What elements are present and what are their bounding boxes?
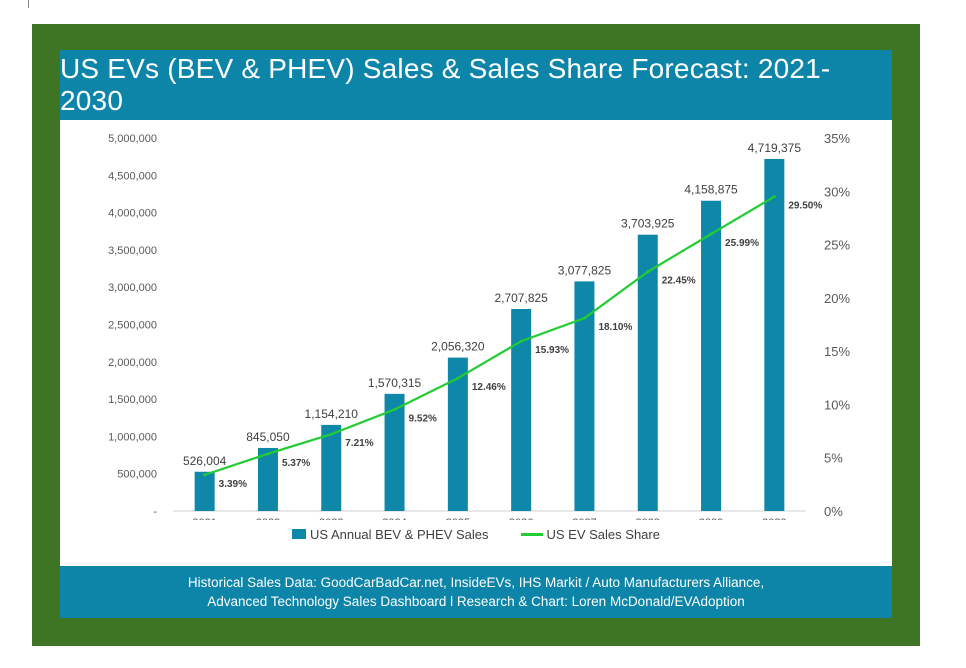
source-footer: Historical Sales Data: GoodCarBadCar.net… (60, 566, 892, 618)
share-value-label: 25.99% (725, 238, 759, 249)
bar-value-label: 845,050 (246, 430, 290, 444)
bar (257, 447, 278, 511)
legend-label-sales: US Annual BEV & PHEV Sales (310, 526, 489, 542)
y-left-tick-label: 3,500,000 (108, 245, 157, 257)
footer-line-1: Historical Sales Data: GoodCarBadCar.net… (187, 575, 765, 590)
legend-label-share: US EV Sales Share (546, 526, 660, 542)
y-right-tick-label: 30% (824, 184, 850, 199)
y-left-tick-label: 3,000,000 (108, 282, 157, 294)
x-tick-label: 2030 (762, 517, 786, 520)
share-point (646, 270, 650, 274)
bar-value-label: 4,719,375 (748, 141, 802, 155)
y-right-tick-label: 10% (824, 397, 850, 412)
y-left-tick-label: 1,000,000 (108, 431, 157, 443)
legend-swatch-bar (292, 529, 307, 539)
share-value-label: 9.52% (409, 414, 437, 425)
bar-value-label: 1,570,315 (368, 376, 422, 390)
bar-value-label: 3,703,925 (621, 217, 675, 231)
share-value-label: 7.21% (345, 438, 373, 449)
x-tick-label: 2025 (446, 517, 470, 520)
share-point (519, 339, 523, 343)
y-right-tick-label: 5% (824, 451, 843, 466)
bar (194, 471, 215, 511)
bar (511, 308, 532, 511)
share-value-label: 15.93% (535, 345, 569, 356)
share-point (393, 408, 397, 412)
share-value-label: 22.45% (662, 276, 696, 287)
share-line (204, 195, 775, 476)
y-left-tick-label: 1,500,000 (108, 394, 157, 406)
share-point (582, 316, 586, 320)
share-point (772, 195, 776, 199)
bar (574, 281, 595, 511)
bar-value-label: 4,158,875 (684, 183, 738, 197)
corner-tick-mark (28, 0, 29, 8)
share-point (329, 432, 333, 436)
x-tick-label: 2022 (256, 517, 280, 520)
bar (447, 357, 468, 511)
y-right-tick-label: 0% (824, 504, 843, 519)
legend: US Annual BEV & PHEV Sales US EV Sales S… (60, 520, 892, 548)
y-left-tick-label: 2,500,000 (108, 320, 157, 332)
bar (321, 424, 342, 511)
chart-panel: US EVs (BEV & PHEV) Sales & Sales Share … (60, 50, 892, 618)
y-right-tick-label: 25% (824, 238, 850, 253)
legend-item-share: US EV Sales Share (520, 526, 660, 542)
x-tick-label: 2028 (636, 517, 660, 520)
y-left-tick-label: 5,000,000 (108, 133, 157, 145)
x-tick-label: 2027 (572, 517, 596, 520)
bar-value-label: 526,004 (183, 454, 227, 468)
y-right-tick-label: 15% (824, 344, 850, 359)
chart-title: US EVs (BEV & PHEV) Sales & Sales Share … (60, 53, 831, 116)
y-left-tick-label: 4,500,000 (108, 170, 157, 182)
y-right-tick-label: 20% (824, 291, 850, 306)
share-value-label: 18.10% (598, 322, 632, 333)
y-left-tick-label: 2,000,000 (108, 357, 157, 369)
bar-value-label: 3,077,825 (558, 263, 612, 277)
share-value-label: 29.50% (788, 201, 822, 212)
bar (637, 234, 658, 511)
legend-item-sales: US Annual BEV & PHEV Sales (292, 526, 489, 542)
x-tick-label: 2021 (192, 517, 216, 520)
y-right-tick-label: 35% (824, 131, 850, 146)
x-tick-label: 2026 (509, 517, 533, 520)
bar (701, 200, 722, 511)
share-point (456, 376, 460, 380)
y-left-tick-label: - (153, 506, 157, 518)
legend-swatch-line (520, 532, 543, 536)
x-tick-label: 2029 (699, 517, 723, 520)
x-tick-label: 2023 (319, 517, 343, 520)
bar-value-label: 2,056,320 (431, 340, 485, 354)
share-value-label: 5.37% (282, 458, 310, 469)
chart-plot: - 500,000 1,000,000 1,500,000 2,000,000 2,500… (108, 131, 850, 520)
share-point (203, 473, 207, 477)
share-value-label: 12.46% (472, 382, 506, 393)
footer-line-2: Advanced Technology Sales Dashboard l Re… (207, 594, 745, 609)
x-tick-label: 2024 (382, 517, 406, 520)
bar-value-label: 2,707,825 (494, 291, 548, 305)
share-value-label: 3.39% (219, 479, 247, 490)
y-left-tick-label: 4,000,000 (108, 208, 157, 220)
share-point (266, 452, 270, 456)
y-left-tick-label: 500,000 (117, 469, 157, 481)
bar (384, 393, 405, 511)
bar-value-label: 1,154,210 (305, 407, 359, 421)
bar (764, 158, 785, 511)
share-point (709, 232, 713, 236)
title-banner: US EVs (BEV & PHEV) Sales & Sales Share … (60, 50, 892, 120)
